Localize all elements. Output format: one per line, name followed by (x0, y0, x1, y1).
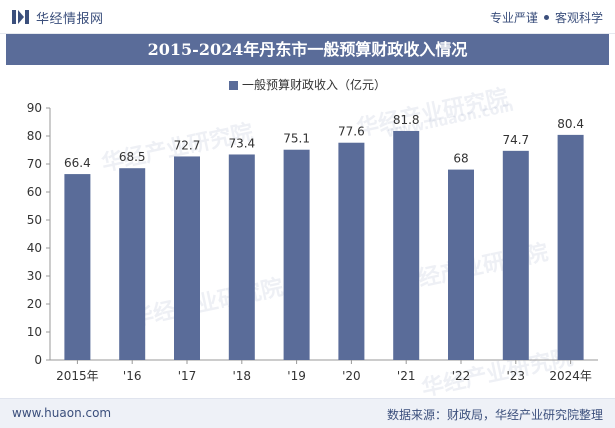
bar (393, 130, 420, 360)
tagline: 专业严谨 客观科学 (490, 9, 603, 26)
bar (338, 142, 365, 360)
data-label: 74.7 (502, 133, 529, 147)
legend-swatch (228, 81, 238, 90)
x-tick-label: '19 (287, 369, 306, 383)
y-tick-label: 60 (27, 185, 42, 199)
data-label: 68.5 (119, 150, 146, 164)
data-label: 77.6 (338, 125, 365, 139)
bar (557, 134, 584, 360)
bar (283, 149, 310, 360)
x-tick-label: '18 (233, 369, 252, 383)
x-tick-label: '21 (397, 369, 416, 383)
data-label: 68 (453, 152, 468, 166)
data-label: 73.4 (228, 136, 255, 150)
y-tick-label: 50 (27, 213, 42, 227)
bar (448, 169, 474, 360)
header-bar: 华经情报网 专业严谨 客观科学 (0, 0, 615, 34)
brand-name: 华经情报网 (36, 12, 104, 27)
x-tick-label: '17 (178, 369, 197, 383)
y-tick-label: 30 (27, 269, 42, 283)
x-tick-label: 2024年 (549, 369, 592, 383)
x-tick-label: '23 (507, 369, 526, 383)
legend-label: 一般预算财政收入（亿元） (241, 78, 386, 92)
footer-site: www.huaon.com (12, 406, 112, 420)
footer-bar: www.huaon.com 数据来源：财政局，华经产业研究院整理 (0, 398, 615, 428)
bar (502, 150, 529, 360)
data-label: 75.1 (283, 132, 310, 146)
bar (228, 154, 255, 360)
data-label: 81.8 (393, 113, 420, 127)
tagline-left: 专业严谨 (489, 11, 538, 25)
bar (119, 168, 146, 360)
footer-source: 数据来源：财政局，华经产业研究院整理 (386, 408, 603, 422)
data-label: 80.4 (557, 117, 584, 131)
y-tick-label: 0 (34, 353, 42, 367)
data-label: 66.4 (64, 156, 91, 170)
x-tick-label: '22 (452, 369, 471, 383)
bar (64, 174, 91, 360)
y-tick-label: 10 (27, 325, 42, 339)
y-tick-label: 80 (27, 129, 42, 143)
x-tick-label: 2015年 (56, 369, 99, 383)
y-tick-label: 90 (27, 101, 42, 115)
y-tick-label: 70 (27, 157, 42, 171)
brand-logo-icon (12, 10, 29, 24)
data-label: 72.7 (174, 138, 201, 152)
x-tick-label: '20 (342, 369, 361, 383)
x-tick-label: '16 (123, 369, 142, 383)
bar (174, 156, 200, 360)
y-tick-label: 20 (27, 297, 42, 311)
chart-title: 2015-2024年丹东市一般预算财政收入情况 (6, 34, 609, 65)
tagline-right: 客观科学 (554, 11, 603, 25)
chart-legend: 一般预算财政收入（亿元） (0, 76, 615, 93)
bullet-dot-icon (543, 15, 549, 20)
y-tick-label: 40 (27, 241, 42, 255)
